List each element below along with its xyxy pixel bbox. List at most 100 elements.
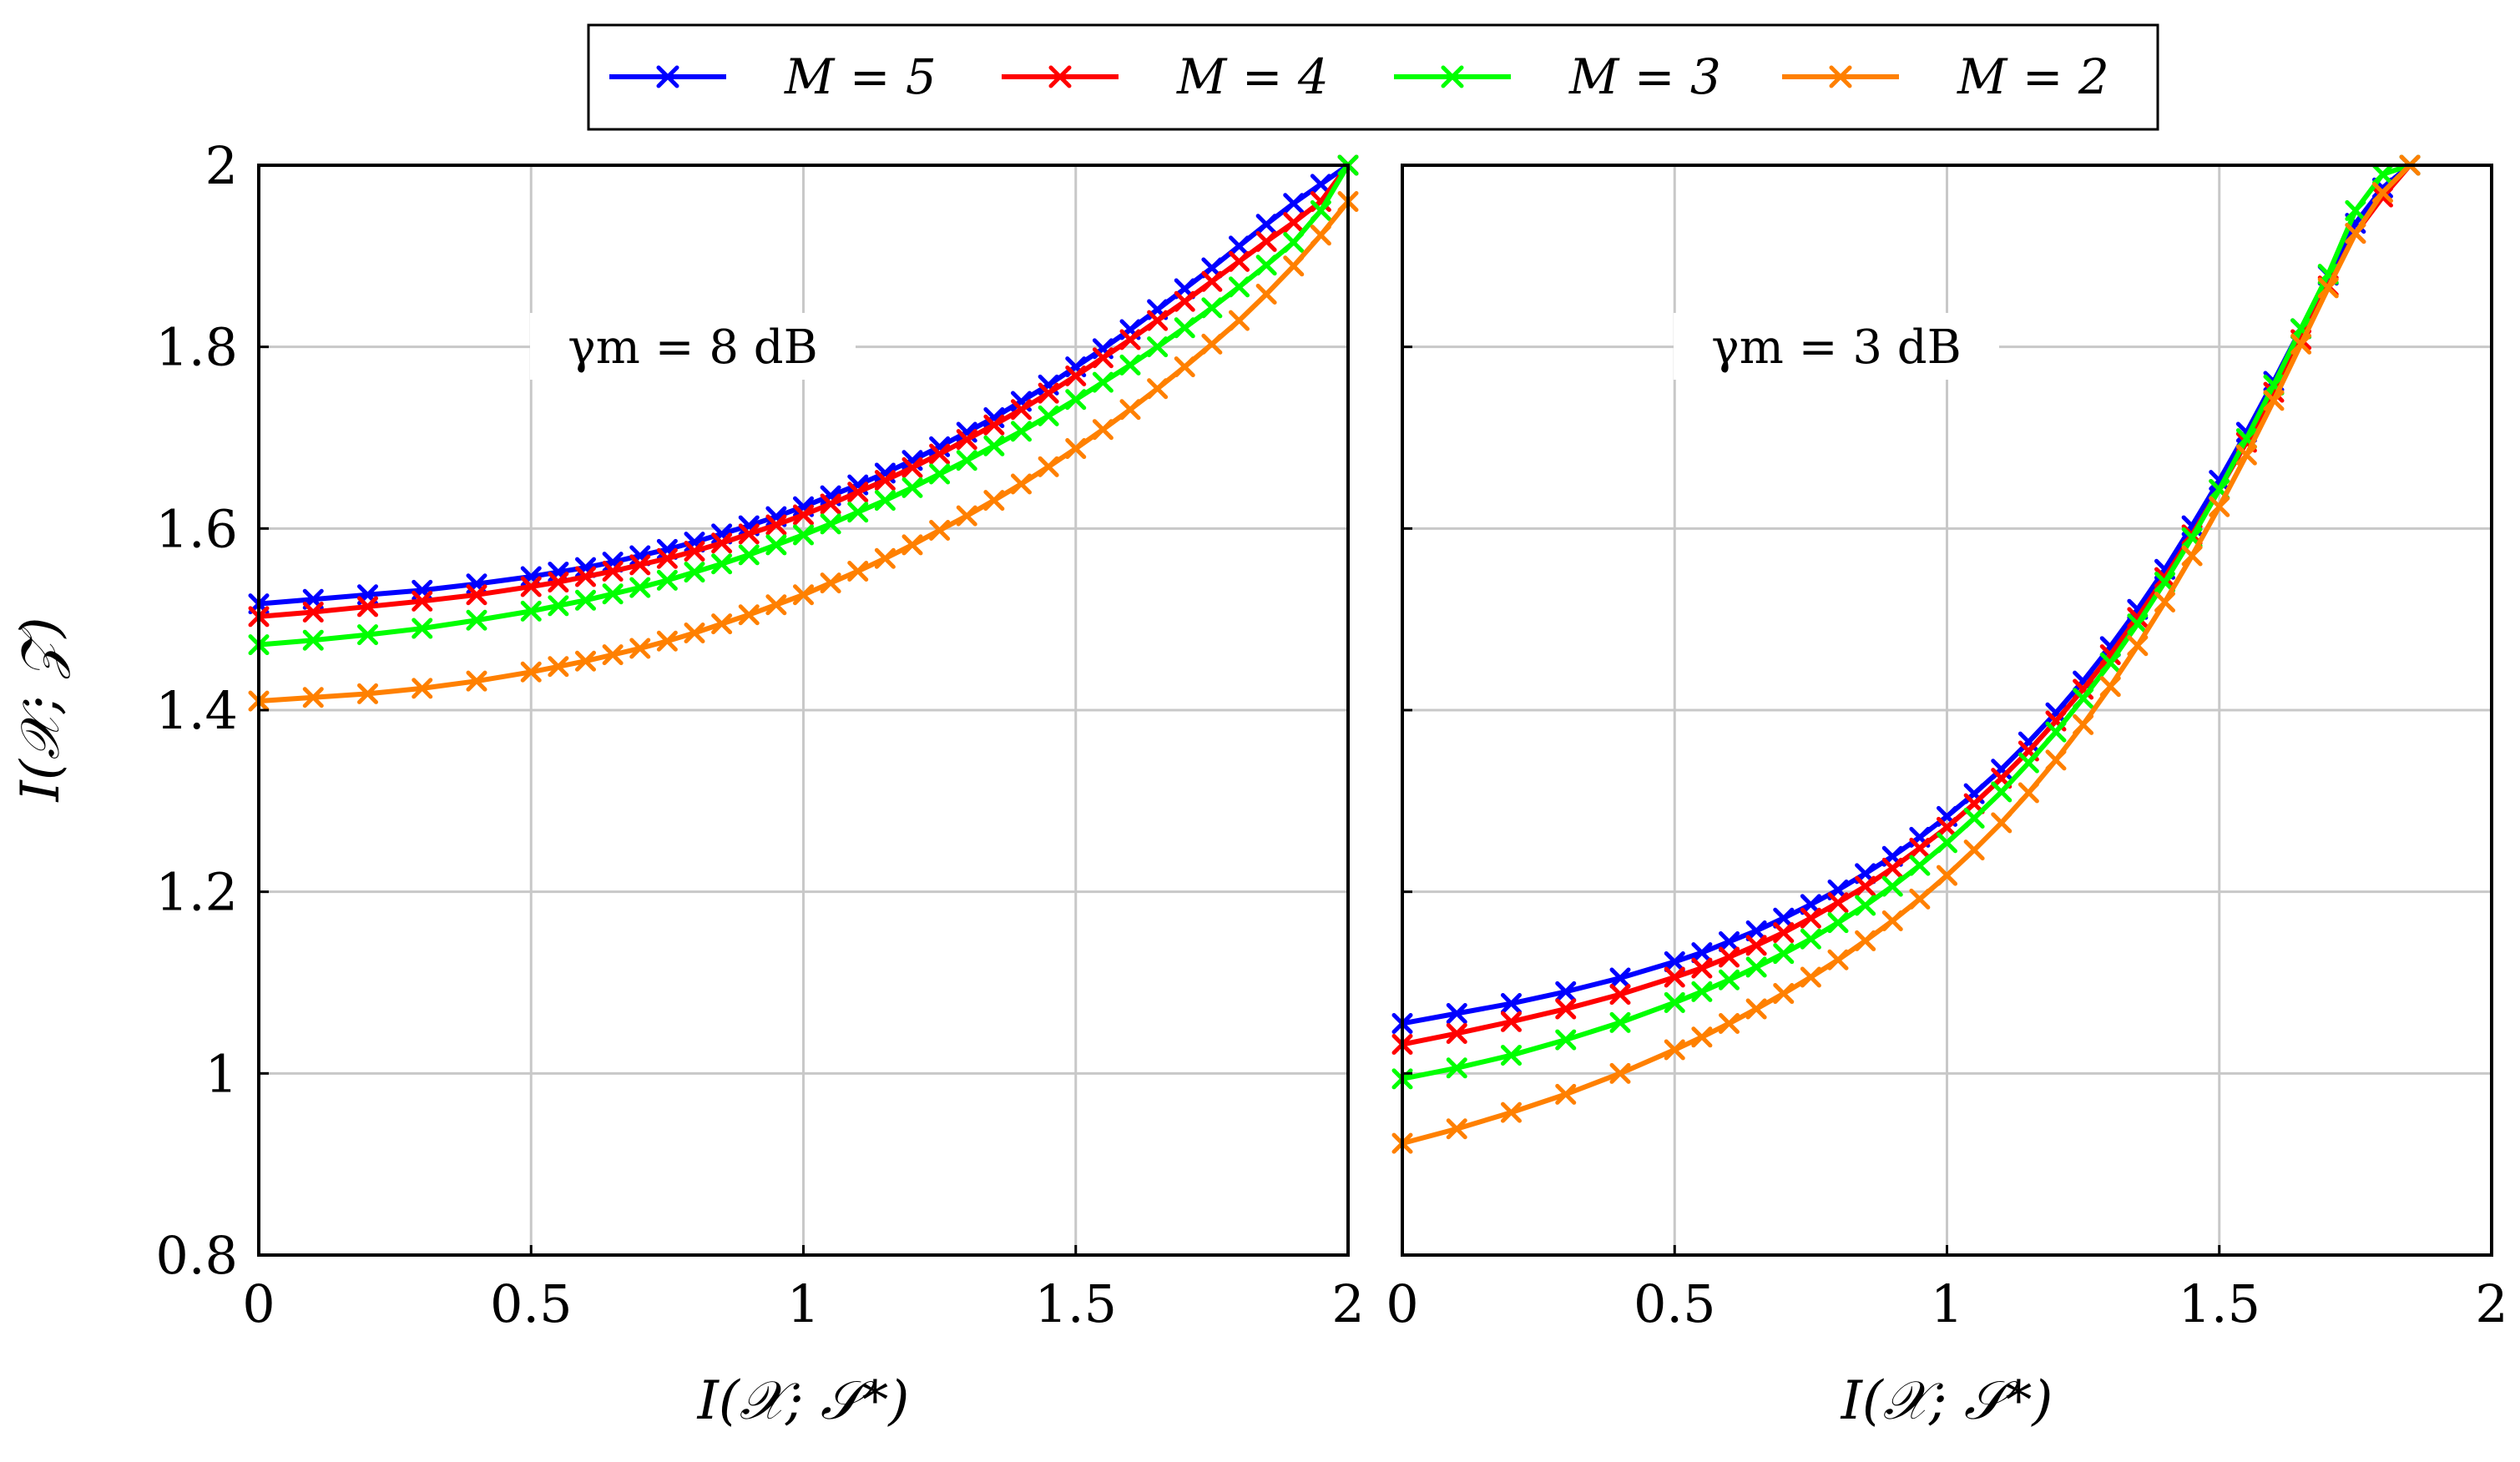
data-point bbox=[1664, 950, 1685, 972]
x-tick-label: 2 bbox=[2475, 1273, 2507, 1334]
data-point bbox=[1229, 310, 1250, 331]
data-point bbox=[1664, 1039, 1685, 1061]
data-point bbox=[1174, 290, 1195, 312]
data-point bbox=[520, 600, 542, 622]
data-point bbox=[901, 476, 923, 498]
data-point bbox=[2045, 721, 2067, 743]
data-point bbox=[1937, 865, 1957, 886]
data-point bbox=[2018, 752, 2039, 774]
data-point bbox=[1446, 1003, 1467, 1025]
data-point bbox=[1038, 382, 1059, 404]
data-point bbox=[2154, 591, 2175, 613]
data-point bbox=[1092, 419, 1114, 441]
annotation: γm = 3 dB bbox=[1711, 320, 1962, 375]
data-point bbox=[2099, 676, 2121, 698]
data-point bbox=[602, 583, 624, 605]
data-point bbox=[548, 595, 569, 617]
data-point bbox=[1501, 1102, 1522, 1123]
x-tick-label: 0.5 bbox=[1634, 1273, 1716, 1334]
data-point bbox=[466, 584, 487, 606]
data-point bbox=[1664, 991, 1685, 1013]
data-point bbox=[1664, 966, 1685, 988]
legend-marker bbox=[656, 65, 679, 88]
data-point bbox=[765, 534, 787, 556]
data-point bbox=[602, 644, 624, 666]
data-point bbox=[1609, 1011, 1631, 1033]
data-point bbox=[820, 572, 841, 594]
data-point bbox=[357, 624, 378, 646]
x-tick-label: 2 bbox=[1331, 1273, 1364, 1334]
data-point bbox=[1255, 230, 1277, 252]
data-point bbox=[2073, 713, 2094, 735]
data-point bbox=[874, 547, 896, 569]
data-point bbox=[1827, 912, 1849, 934]
data-point bbox=[1147, 378, 1169, 400]
data-point bbox=[629, 554, 651, 576]
data-point bbox=[466, 609, 487, 631]
data-point bbox=[1745, 920, 1767, 941]
data-point bbox=[929, 443, 951, 465]
x-tick-label: 0 bbox=[242, 1273, 275, 1334]
data-point bbox=[765, 594, 787, 616]
data-point bbox=[1719, 1012, 1740, 1034]
annotation-bg bbox=[1674, 313, 1999, 380]
data-point bbox=[1719, 969, 1740, 991]
y-tick-label: 1.8 bbox=[155, 317, 238, 378]
data-point bbox=[302, 687, 324, 708]
data-point bbox=[575, 566, 596, 587]
data-point bbox=[1283, 232, 1305, 254]
data-point bbox=[1119, 399, 1141, 421]
data-point bbox=[1501, 1011, 1522, 1032]
data-point bbox=[2099, 652, 2121, 673]
data-point bbox=[2181, 545, 2203, 567]
data-point bbox=[548, 656, 569, 678]
data-point bbox=[1446, 1057, 1467, 1079]
data-point bbox=[2345, 199, 2366, 221]
data-point bbox=[874, 490, 896, 512]
y-tick-label: 0.8 bbox=[155, 1225, 238, 1286]
x-tick-label: 1.5 bbox=[1034, 1273, 1117, 1334]
series-m=2 bbox=[1391, 154, 2421, 1154]
data-point bbox=[2263, 390, 2285, 411]
data-point bbox=[2345, 223, 2366, 245]
data-point bbox=[656, 630, 678, 652]
data-point bbox=[901, 456, 923, 478]
data-point bbox=[575, 589, 596, 611]
data-point bbox=[1773, 922, 1795, 944]
legend-entry: M = 4 bbox=[1002, 48, 1329, 105]
data-point bbox=[2127, 635, 2149, 657]
data-point bbox=[1881, 875, 1903, 897]
legend-marker bbox=[1829, 65, 1852, 88]
data-point bbox=[874, 470, 896, 492]
data-point bbox=[1773, 943, 1795, 965]
data-point bbox=[2127, 613, 2149, 635]
data-point bbox=[2235, 444, 2257, 466]
data-point bbox=[1119, 329, 1141, 350]
data-point bbox=[1310, 199, 1331, 221]
data-point bbox=[1937, 816, 1957, 838]
data-point bbox=[847, 481, 869, 503]
data-point bbox=[1745, 998, 1767, 1020]
data-point bbox=[1310, 174, 1331, 195]
data-point bbox=[793, 584, 814, 606]
data-point bbox=[412, 618, 433, 639]
y-tick-label: 1.4 bbox=[155, 680, 238, 741]
data-point bbox=[711, 553, 733, 575]
data-point bbox=[901, 534, 923, 556]
data-point bbox=[684, 622, 705, 643]
data-point bbox=[1065, 389, 1087, 411]
data-point bbox=[1963, 793, 1985, 814]
data-point bbox=[1255, 255, 1277, 276]
data-point bbox=[983, 490, 1005, 512]
series-m=2 bbox=[248, 191, 1359, 712]
data-point bbox=[1501, 1045, 1522, 1066]
data-point bbox=[956, 450, 977, 471]
data-point bbox=[820, 513, 841, 535]
x-axis-label: I(𝒳; 𝒮*) bbox=[697, 1370, 910, 1432]
legend-entry: M = 5 bbox=[609, 48, 937, 105]
data-point bbox=[1011, 473, 1032, 495]
data-point bbox=[1855, 930, 1876, 951]
data-point bbox=[1555, 1083, 1577, 1105]
data-point bbox=[1937, 832, 1957, 854]
series-m=3 bbox=[248, 154, 1359, 656]
